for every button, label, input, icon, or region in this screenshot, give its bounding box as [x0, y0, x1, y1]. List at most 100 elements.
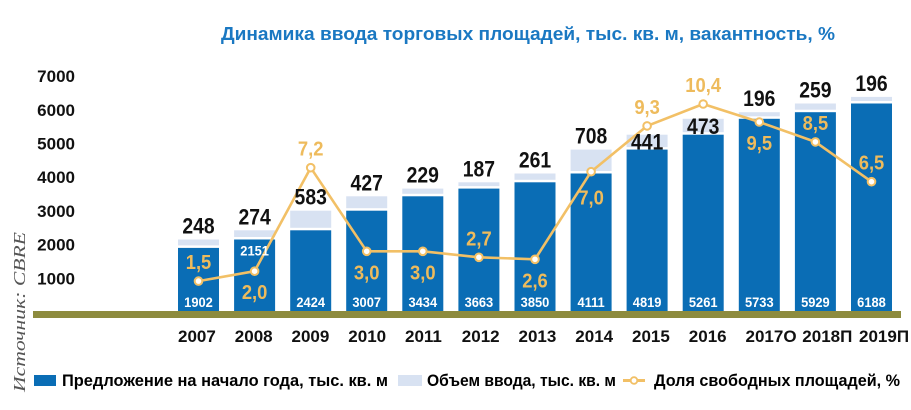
x-tick-label: 2009	[292, 327, 330, 346]
input-volume-bar	[570, 149, 612, 171]
input-volume-bar	[682, 118, 724, 133]
supply-bar	[851, 103, 892, 311]
vacancy-point-marker	[754, 117, 765, 127]
vacancy-value-label: 9,3	[634, 97, 660, 119]
input-volume-bar	[794, 103, 836, 110]
supply-value-label: 2151	[240, 243, 269, 259]
input-volume-bar	[514, 173, 556, 180]
input-value-label: 196	[743, 87, 775, 111]
chart-title: Динамика ввода торговых площадей, тыс. к…	[221, 24, 835, 44]
y-tick-label: 7000	[37, 67, 75, 86]
x-tick-label: 2014	[575, 327, 613, 346]
legend-label-input: Объем ввода, тыс. кв. м	[427, 371, 616, 390]
y-tick-label: 4000	[37, 168, 75, 187]
supply-value-label: 2424	[296, 295, 325, 311]
vacancy-value-label: 3,0	[354, 263, 380, 285]
x-axis: 2007 2008 2009 2010 2011 2012 2013 2014 2015 2016…	[178, 327, 909, 346]
supply-bar	[682, 134, 724, 311]
x-tick-label: 2011	[405, 327, 442, 346]
vacancy-point-marker	[418, 246, 428, 257]
input-value-label: 261	[519, 148, 551, 172]
input-value-label: 583	[295, 186, 327, 210]
x-tick-label: 2017О	[746, 327, 797, 346]
legend-swatch-input	[398, 375, 422, 386]
supply-value-label: 1902	[184, 295, 213, 311]
x-tick-label: 2013	[519, 327, 557, 346]
y-tick-label: 5000	[37, 135, 75, 154]
y-tick-label: 6000	[37, 101, 75, 120]
input-value-label: 229	[407, 163, 439, 187]
legend-label-vacancy: Доля свободных площадей, %	[654, 371, 900, 390]
input-volume-bar	[402, 188, 444, 194]
x-tick-label: 2015	[632, 327, 670, 346]
input-volume-bar	[234, 230, 276, 237]
input-volume-bars	[178, 96, 892, 246]
input-value-label: 708	[575, 124, 607, 148]
data-labels: 1902 248 1,5 2151 274 2,0 2424 583 7,2 3007 427 3,0…	[182, 72, 887, 310]
vacancy-point-marker	[810, 137, 821, 147]
input-volume-bar	[290, 210, 332, 228]
input-volume-bar	[178, 239, 219, 246]
legend-label-supply: Предложение на начало года, тыс. кв. м	[62, 371, 388, 390]
input-value-label: 441	[631, 131, 663, 155]
input-volume-bar	[851, 96, 892, 101]
vacancy-value-label: 3,0	[410, 263, 436, 285]
supply-value-label: 6188	[857, 295, 886, 311]
x-axis-band	[33, 311, 901, 318]
input-value-label: 427	[351, 171, 383, 195]
supply-value-label: 5929	[801, 295, 830, 311]
legend: Предложение на начало года, тыс. кв. м О…	[34, 371, 900, 390]
input-value-label: 196	[855, 72, 887, 96]
vacancy-point-marker	[361, 246, 372, 257]
input-volume-bar	[738, 112, 780, 117]
vacancy-value-label: 9,5	[747, 133, 773, 155]
supply-bar	[346, 210, 388, 311]
vacancy-point-marker	[249, 266, 260, 277]
vacancy-point-marker	[866, 176, 877, 187]
vacancy-value-label: 2,0	[242, 283, 268, 305]
vacancy-point-marker	[642, 121, 652, 131]
supply-value-label: 3850	[521, 295, 550, 311]
supply-value-label: 5261	[689, 295, 718, 311]
input-value-label: 248	[182, 214, 214, 238]
vacancy-point-marker	[586, 166, 596, 177]
y-axis: 1000 2000 3000 4000 5000 6000 7000	[37, 67, 75, 288]
supply-bar	[514, 182, 556, 311]
supply-value-label: 5733	[745, 295, 774, 311]
legend-swatch-supply	[34, 375, 56, 386]
source-label: Источник: CBRE	[10, 231, 29, 393]
vacancy-value-label: 7,0	[578, 188, 604, 210]
vacancy-point-marker	[305, 162, 316, 173]
vacancy-point-marker	[530, 254, 540, 265]
legend-item-vacancy: Доля свободных площадей, %	[623, 371, 900, 390]
vacancy-value-label: 2,6	[522, 271, 548, 293]
vacancy-value-label: 8,5	[803, 113, 829, 135]
vacancy-value-label: 7,2	[298, 139, 324, 161]
y-tick-label: 1000	[37, 269, 75, 288]
supply-bar	[290, 230, 332, 311]
legend-item-input: Объем ввода, тыс. кв. м	[398, 371, 616, 390]
supply-bar	[570, 173, 612, 311]
supply-value-label: 3434	[408, 295, 437, 311]
input-value-label: 187	[463, 157, 495, 181]
vacancy-value-label: 1,5	[186, 252, 212, 274]
x-tick-label: 2019П	[859, 327, 909, 346]
vacancy-value-label: 10,4	[685, 75, 721, 97]
input-volume-bar	[458, 182, 500, 187]
supply-value-label: 4111	[577, 295, 605, 311]
x-tick-label: 2008	[235, 327, 273, 346]
vacancy-point-marker	[193, 276, 204, 286]
input-volume-bar	[626, 134, 668, 148]
supply-value-label: 4819	[633, 295, 662, 311]
vacancy-point-marker	[698, 99, 709, 109]
supply-value-label: 3663	[465, 295, 494, 311]
supply-bar	[626, 149, 668, 311]
input-volume-bar	[346, 196, 388, 209]
legend-marker-icon	[629, 376, 639, 385]
input-value-label: 473	[687, 115, 719, 139]
vacancy-point-marker	[474, 252, 484, 263]
vacancy-value-label: 6,5	[859, 153, 885, 175]
input-value-label: 274	[238, 205, 271, 229]
supply-bar	[458, 188, 500, 311]
